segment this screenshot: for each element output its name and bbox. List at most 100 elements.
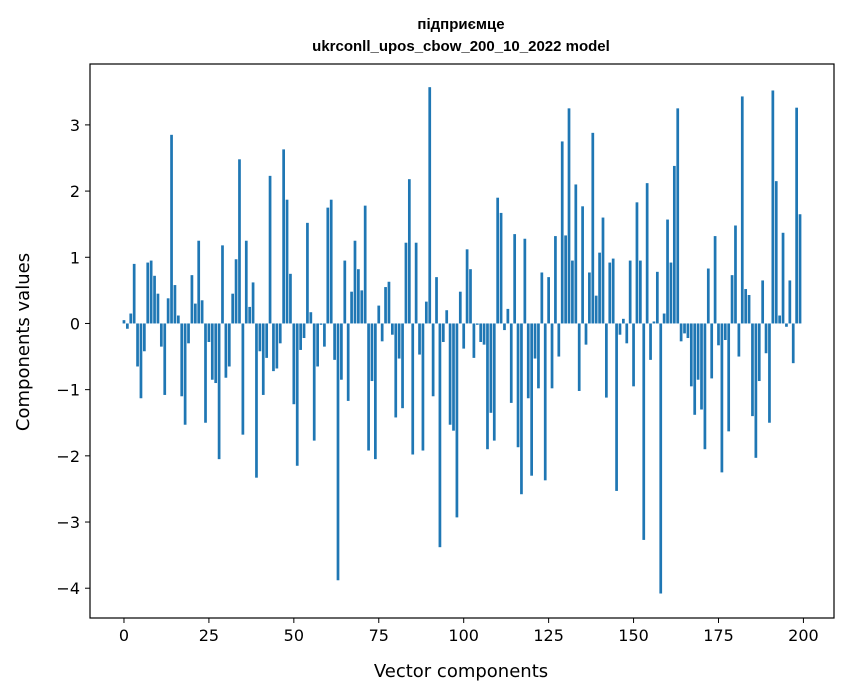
bar [401,323,404,409]
bar [496,197,500,324]
bar [292,323,296,405]
bar [771,90,775,324]
bar [319,323,323,325]
bar [754,323,758,458]
bar [547,277,550,324]
bar [628,260,632,324]
bar [774,181,778,324]
bar [615,323,618,491]
bar [520,323,523,495]
bar [234,259,238,324]
bar [492,323,496,441]
x-axis-ticks: 0 25 50 75 100 125 150 175 200 [119,618,819,645]
bar [268,175,272,324]
bar [635,202,639,324]
bar [316,323,319,367]
bar [489,323,493,413]
bar [465,249,469,324]
bar [289,273,292,324]
bar [404,242,408,324]
bar [594,295,598,324]
bar [421,323,425,451]
bar [611,258,615,324]
bar [431,323,435,397]
bar [693,323,697,415]
bar [411,323,415,455]
bar [523,238,527,324]
bar [781,232,785,324]
bar [557,323,561,357]
y-tick-label: −3 [56,513,80,532]
bar [632,323,635,387]
bar [723,323,727,341]
bar [435,277,438,324]
bar [357,269,360,324]
bar [778,315,781,324]
bar [479,323,483,342]
bar [156,293,160,324]
bar [567,108,571,324]
x-tick-label: 125 [533,626,564,645]
bar [326,207,330,324]
bar [672,165,676,324]
bar [584,323,588,345]
chart-title-line-1: підприємце [417,16,504,33]
chart-title-line-2: ukrconll_upos_cbow_200_10_2022 model [312,38,610,55]
bar [380,323,384,342]
bar [132,263,136,324]
bar [554,236,557,324]
bar [163,323,167,395]
bar [363,205,367,324]
bar [265,323,269,358]
bar [788,280,792,324]
bar [407,179,411,324]
bar [764,323,768,354]
plot-frame [89,63,835,619]
x-tick-label: 100 [448,626,479,645]
bar [710,323,714,379]
bar [486,323,489,450]
bar [139,323,143,399]
bar [251,282,255,324]
bar [533,323,537,359]
bar [676,108,680,324]
bar [350,291,353,324]
bar [238,159,241,324]
bar [299,323,302,350]
bar [170,134,173,324]
bar [394,323,398,418]
bar [258,323,262,352]
x-tick-label: 75 [369,626,389,645]
bar [499,212,503,324]
bar [795,107,798,324]
bar [323,323,326,347]
bar [717,323,720,346]
bar [445,310,449,324]
bar [659,323,663,594]
bar [173,285,177,324]
bar [397,323,401,359]
bar [516,323,520,448]
bar [438,323,442,548]
bar [441,323,445,342]
bar [340,323,343,380]
bar [448,323,452,425]
bar [272,323,275,372]
y-axis-label: Components values [13,253,34,431]
bar [598,252,601,324]
bar [591,132,595,324]
bar [727,323,731,432]
bar [540,272,544,324]
bar [608,262,612,324]
bar [367,323,370,451]
bar [183,323,187,425]
bar [143,323,146,352]
bar [618,323,622,335]
bar [217,323,221,460]
bar [360,290,364,324]
bar [200,300,204,324]
bar [176,315,180,324]
x-tick-label: 200 [788,626,819,645]
bar [424,301,428,324]
bar [458,291,462,324]
